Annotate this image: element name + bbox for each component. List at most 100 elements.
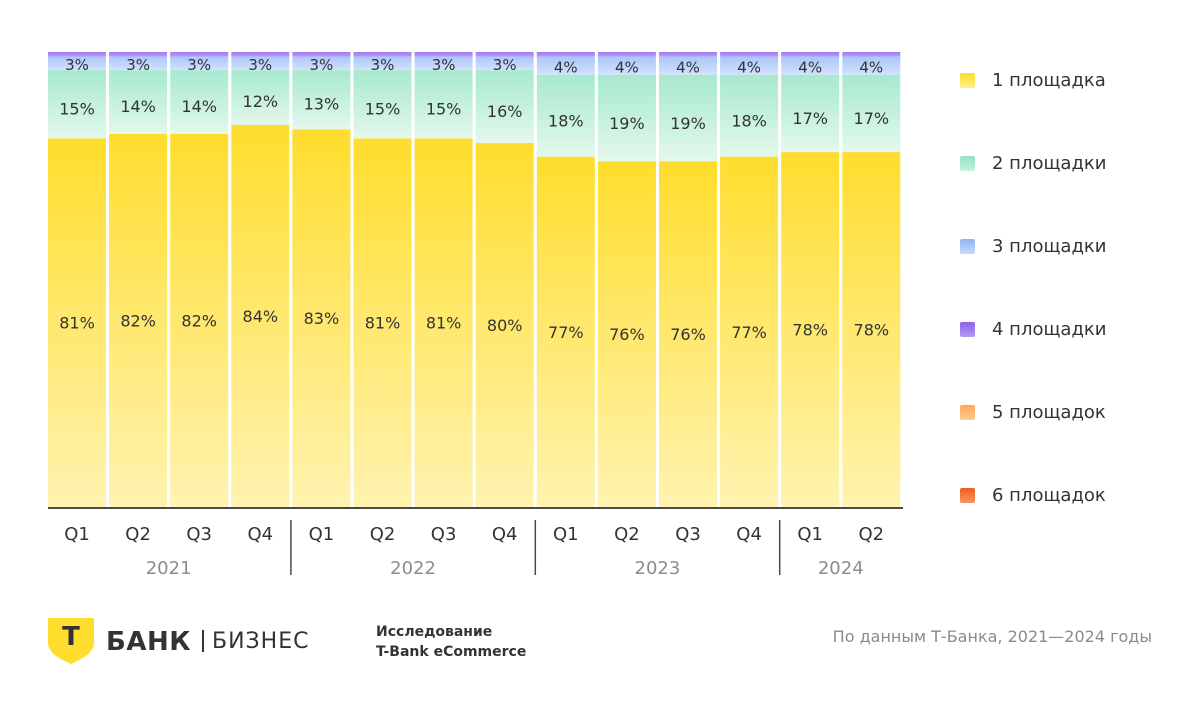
bar-segment bbox=[48, 138, 106, 507]
data-label: 76% bbox=[670, 325, 706, 344]
study-line-2: T-Bank eCommerce bbox=[376, 644, 527, 660]
bar-segment bbox=[231, 56, 290, 71]
bar-segment bbox=[414, 70, 473, 139]
data-label: 83% bbox=[304, 309, 340, 328]
legend-item: 6 площадок bbox=[960, 481, 1106, 509]
x-tick-label: Q1 bbox=[309, 524, 335, 545]
stacked-bar-chart: 81% 15% 3% 82% 14% 3% 82% 14% 3% 84% 12% 3% 83% 13% 3%… bbox=[48, 52, 903, 579]
legend-label: 2 площадки bbox=[992, 152, 1107, 174]
bar-segment bbox=[659, 52, 717, 57]
bar-segment bbox=[720, 156, 779, 507]
x-tick-label: Q3 bbox=[431, 524, 457, 545]
data-label: 14% bbox=[120, 97, 156, 116]
logo-business-text: БИЗНЕС bbox=[212, 629, 310, 654]
legend-label: 5 площадок bbox=[992, 401, 1106, 423]
bar-segment bbox=[842, 56, 901, 75]
data-label: 80% bbox=[487, 316, 523, 335]
x-tick-label: Q4 bbox=[736, 524, 762, 545]
bar-segment bbox=[659, 56, 717, 75]
year-group-label: 2021 bbox=[146, 558, 192, 579]
bar-segment bbox=[414, 138, 473, 507]
bar-segment bbox=[414, 52, 473, 57]
data-label: 82% bbox=[181, 311, 217, 330]
bar-segment bbox=[48, 52, 106, 57]
x-tick-label: Q1 bbox=[797, 524, 823, 545]
logo-bank-text: БАНК bbox=[106, 627, 191, 657]
study-caption: Исследование T-Bank eCommerce bbox=[376, 622, 526, 662]
bar-segment bbox=[720, 74, 779, 157]
data-label: 3% bbox=[432, 56, 456, 74]
data-label: 81% bbox=[59, 314, 95, 333]
data-label: 15% bbox=[426, 99, 462, 118]
bars-layer bbox=[48, 52, 901, 508]
legend-item: 3 площадки bbox=[960, 232, 1106, 260]
bar-segment bbox=[842, 52, 901, 57]
data-label: 14% bbox=[181, 97, 217, 116]
legend-item: 1 площадка bbox=[960, 66, 1106, 94]
data-label: 82% bbox=[120, 311, 156, 330]
bar-segment bbox=[292, 56, 351, 71]
bar-segment bbox=[109, 70, 168, 134]
bar-segment bbox=[170, 52, 229, 57]
x-axis: Q1 Q2 Q3 Q4 Q1 Q2 Q3 Q4 Q1 Q2 Q3 Q4 Q1 Q2 2021 2022 2023… bbox=[64, 520, 884, 579]
data-label: 4% bbox=[859, 59, 883, 77]
x-tick-label: Q4 bbox=[247, 524, 273, 545]
data-label: 4% bbox=[676, 59, 700, 77]
bar-segment bbox=[475, 70, 534, 143]
data-label: 15% bbox=[365, 99, 401, 118]
data-label: 84% bbox=[243, 307, 279, 326]
data-label: 3% bbox=[371, 56, 395, 74]
bar-segment bbox=[781, 74, 840, 153]
bar-segment bbox=[170, 133, 229, 507]
x-tick-label: Q1 bbox=[64, 524, 90, 545]
data-label: 18% bbox=[731, 112, 767, 131]
bar-segment bbox=[597, 52, 656, 57]
logo-separator bbox=[202, 630, 204, 652]
legend-swatch bbox=[960, 404, 975, 420]
bar-segment bbox=[353, 52, 412, 57]
bar-segment bbox=[109, 56, 168, 71]
bar-segment bbox=[170, 70, 229, 134]
legend-swatch bbox=[960, 487, 975, 503]
bar-segment bbox=[597, 74, 656, 162]
bar-segment bbox=[475, 52, 534, 57]
bar-segment bbox=[231, 70, 290, 125]
logo-letter: Т bbox=[62, 622, 80, 652]
bar-segment bbox=[781, 52, 840, 57]
bar-segment bbox=[109, 133, 168, 507]
bar-segment bbox=[536, 52, 595, 57]
data-label: 3% bbox=[126, 56, 150, 74]
x-tick-label: Q2 bbox=[614, 524, 640, 545]
bar-segment bbox=[292, 129, 351, 507]
tbank-business-logo: Т БАНК БИЗНЕС bbox=[46, 616, 346, 666]
bar-segment bbox=[536, 74, 595, 157]
data-label: 17% bbox=[792, 109, 828, 128]
bar-segment bbox=[597, 161, 656, 507]
year-group-label: 2023 bbox=[635, 558, 681, 579]
x-tick-label: Q2 bbox=[858, 524, 884, 545]
data-label: 19% bbox=[670, 114, 706, 133]
data-label: 78% bbox=[792, 321, 828, 340]
bar-segment bbox=[475, 56, 534, 71]
bar-segment bbox=[231, 124, 290, 508]
data-label: 81% bbox=[365, 314, 401, 333]
bar-segment bbox=[720, 56, 779, 75]
data-label: 3% bbox=[493, 56, 517, 74]
data-label: 77% bbox=[731, 323, 767, 342]
data-labels-layer: 81% 15% 3% 82% 14% 3% 82% 14% 3% 84% 12% 3% 83% 13% 3%… bbox=[59, 56, 889, 344]
legend-label: 4 площадки bbox=[992, 318, 1107, 340]
x-tick-label: Q3 bbox=[186, 524, 212, 545]
data-label: 76% bbox=[609, 325, 645, 344]
data-label: 81% bbox=[426, 314, 462, 333]
source-note: По данным Т-Банка, 2021—2024 годы bbox=[832, 627, 1152, 646]
data-label: 19% bbox=[609, 114, 645, 133]
bar-segment bbox=[659, 74, 717, 162]
legend-label: 3 площадки bbox=[992, 235, 1107, 257]
bar-segment bbox=[292, 52, 351, 57]
bar-segment bbox=[781, 152, 840, 507]
data-label: 15% bbox=[59, 99, 95, 118]
data-label: 78% bbox=[854, 321, 890, 340]
data-label: 13% bbox=[304, 94, 340, 113]
x-tick-label: Q1 bbox=[553, 524, 579, 545]
bar-segment bbox=[414, 56, 473, 71]
